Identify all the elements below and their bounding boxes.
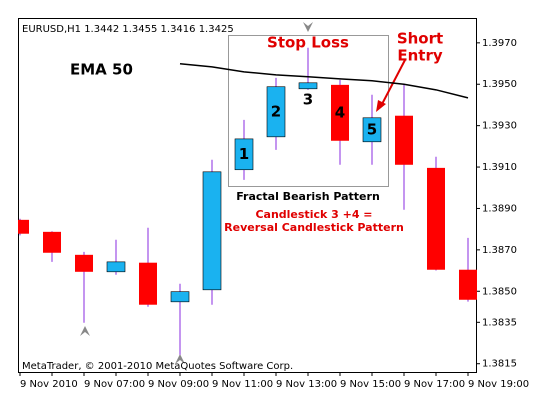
short-entry: Short xyxy=(397,30,443,48)
candle-number: 3 xyxy=(303,90,313,108)
candle-body xyxy=(106,261,126,273)
x-tick-label: 9 Nov 17:00 xyxy=(404,379,465,390)
y-tick-label: 1.3890 xyxy=(482,203,517,214)
candle-body xyxy=(43,231,61,253)
y-tick-label: 1.3970 xyxy=(482,38,517,49)
ema-label: EMA 50 xyxy=(70,61,133,79)
candle-number: 5 xyxy=(367,120,377,138)
candle-body xyxy=(331,84,349,141)
x-tick-label: 9 Nov 13:00 xyxy=(276,379,337,390)
candle-body xyxy=(170,291,190,303)
entry-arrow-head xyxy=(376,100,386,112)
reversal-label: Candlestick 3 +4 = xyxy=(255,208,372,221)
fractal-arrow xyxy=(175,354,185,364)
candle-body xyxy=(139,262,157,305)
short-entry: Entry xyxy=(397,47,442,65)
candle-number: 4 xyxy=(335,103,345,121)
x-tick-label: 9 Nov 11:00 xyxy=(212,379,273,390)
candle-body xyxy=(298,82,318,90)
candle-body xyxy=(459,269,477,300)
candle-body xyxy=(75,254,93,272)
y-tick-label: 1.3950 xyxy=(482,79,517,90)
y-tick-label: 1.3910 xyxy=(482,162,517,173)
pattern-box xyxy=(228,35,389,187)
candle-number: 2 xyxy=(271,102,281,120)
header: EURUSD,H1 1.3442 1.3455 1.3416 1.3425 xyxy=(22,24,234,35)
x-tick-label: 9 Nov 19:00 xyxy=(468,379,529,390)
x-tick-label: 9 Nov 09:00 xyxy=(148,379,209,390)
ema-line xyxy=(179,63,469,99)
reversal-label: Reversal Candlestick Pattern xyxy=(224,221,404,234)
y-tick-label: 1.3850 xyxy=(482,286,517,297)
y-tick-label: 1.3870 xyxy=(482,245,517,256)
y-tick-label: 1.3835 xyxy=(482,317,517,328)
y-tick-label: 1.3930 xyxy=(482,121,517,132)
candle-body xyxy=(266,86,286,138)
fractal-arrow xyxy=(303,22,313,32)
candle-body xyxy=(427,167,445,270)
x-tick-label: 9 Nov 15:00 xyxy=(340,379,401,390)
stop-loss: Stop Loss xyxy=(267,34,349,52)
candle-body xyxy=(202,171,222,291)
footer: MetaTrader, © 2001-2010 MetaQuotes Softw… xyxy=(22,361,293,372)
candle-body xyxy=(395,115,413,165)
candle-number: 1 xyxy=(239,145,249,163)
fractal-arrow xyxy=(80,326,90,336)
x-tick-label: 9 Nov 07:00 xyxy=(84,379,145,390)
candle-body xyxy=(234,138,254,171)
plot-frame xyxy=(18,18,477,373)
y-tick-label: 1.3815 xyxy=(482,359,517,370)
candle-body xyxy=(362,117,382,143)
margin xyxy=(0,0,18,407)
pattern-label: Fractal Bearish Pattern xyxy=(236,190,380,203)
x-tick-label: 9 Nov 2010 xyxy=(20,379,78,390)
